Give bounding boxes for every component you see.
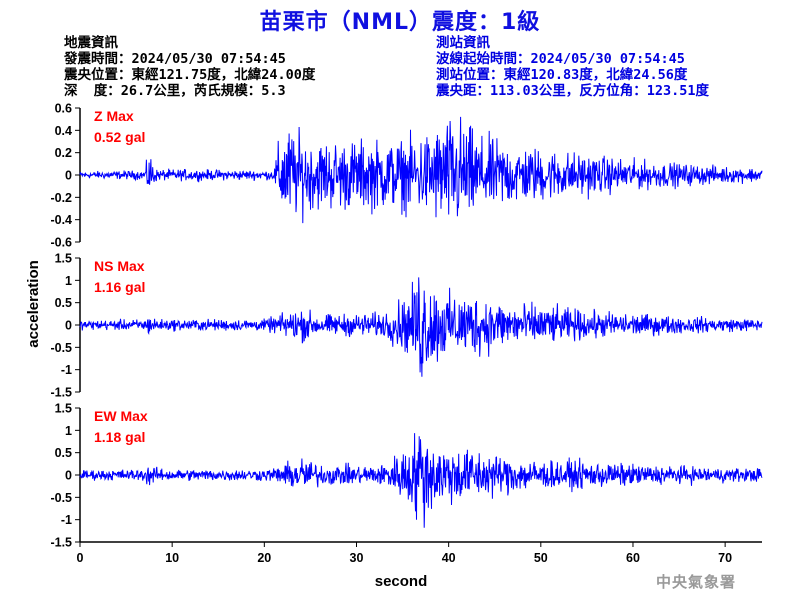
x-tick-label: 60 [626, 551, 640, 565]
earthquake-info-heading: 地震資訊 [64, 35, 118, 51]
station-info-panel: 測站資訊 波線起始時間：2024/05/30 07:54:45 測站位置：東經120… [436, 35, 709, 99]
x-tick-label: 20 [257, 551, 271, 565]
y-tick-label: -1 [61, 513, 72, 527]
y-tick-label: 1 [65, 424, 72, 438]
agency-watermark: 中央氣象署 [656, 573, 737, 591]
trace-z [79, 116, 763, 224]
y-tick-label: -1 [61, 363, 72, 377]
y-tick-label: -0.2 [50, 191, 72, 205]
y-tick-label: -1.5 [50, 536, 72, 550]
depth-magnitude: 深 度：26.7公里，芮氏規模：5.3 [64, 83, 286, 99]
y-tick-label: 1.5 [55, 402, 72, 416]
max-label-z: Z Max [94, 108, 134, 124]
max-value-ns: 1.16 gal [94, 279, 145, 295]
epicentral-distance-azimuth: 震央距：113.03公里，反方位角：123.51度 [436, 83, 710, 99]
y-tick-label: 0.5 [55, 296, 72, 310]
station-info-heading: 測站資訊 [436, 35, 490, 51]
y-tick-label: 0.6 [55, 102, 72, 116]
y-axis-title: acceleration [25, 260, 42, 348]
y-tick-label: 1 [65, 274, 72, 288]
max-value-ew: 1.18 gal [94, 429, 145, 445]
x-tick-label: 0 [77, 551, 84, 565]
y-tick-label: -0.4 [50, 213, 72, 227]
wave-start-time: 波線起始時間：2024/05/30 07:54:45 [436, 51, 685, 67]
y-tick-label: -0.5 [50, 341, 72, 355]
y-tick-label: 0 [65, 319, 72, 333]
trace-ew [79, 433, 763, 528]
station-location: 測站位置：東經120.83度，北緯24.56度 [436, 67, 688, 83]
y-tick-label: -1.5 [50, 386, 72, 400]
x-tick-label: 10 [165, 551, 179, 565]
y-tick-label: 0.2 [55, 146, 72, 160]
epicenter-location: 震央位置：東經121.75度，北緯24.00度 [64, 67, 316, 83]
max-label-ns: NS Max [94, 258, 145, 274]
trace-ns [79, 277, 763, 377]
origin-time: 發震時間：2024/05/30 07:54:45 [64, 51, 286, 67]
max-label-ew: EW Max [94, 408, 148, 424]
y-tick-label: -0.6 [50, 236, 72, 250]
y-tick-label: -0.5 [50, 491, 72, 505]
earthquake-info-panel: 地震資訊 發震時間：2024/05/30 07:54:45 震央位置：東經121.7… [64, 35, 315, 99]
y-tick-label: 0 [65, 169, 72, 183]
y-tick-label: 0.5 [55, 446, 72, 460]
max-value-z: 0.52 gal [94, 129, 145, 145]
x-axis-title: second [375, 573, 428, 590]
x-tick-label: 40 [442, 551, 456, 565]
page-title: 苗栗市（NML）震度：1級 [259, 10, 541, 35]
x-tick-label: 30 [350, 551, 364, 565]
y-tick-label: 0 [65, 469, 72, 483]
y-tick-label: 0.4 [55, 124, 72, 138]
x-tick-label: 50 [534, 551, 548, 565]
x-tick-label: 70 [718, 551, 732, 565]
y-tick-label: 1.5 [55, 252, 72, 266]
